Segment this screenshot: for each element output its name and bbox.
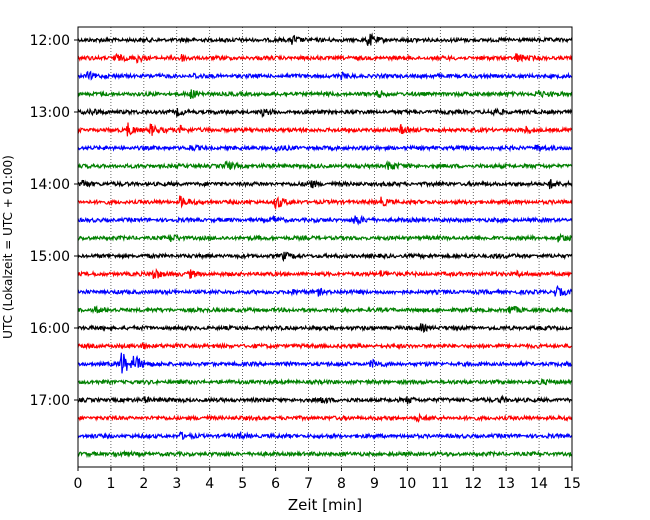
y-axis-label: UTC (Lokalzeit = UTC + 01:00) bbox=[1, 155, 15, 339]
x-tick-label: 14 bbox=[530, 476, 548, 492]
x-tick-label: 13 bbox=[497, 476, 515, 492]
y-tick-label: 16:00 bbox=[30, 321, 70, 337]
x-tick-label: 0 bbox=[74, 476, 83, 492]
trace-1515 bbox=[77, 267, 573, 279]
x-tick-label: 7 bbox=[304, 476, 313, 492]
y-tick-label: 15:00 bbox=[30, 249, 70, 265]
trace-1315 bbox=[77, 122, 573, 137]
trace-1545 bbox=[77, 305, 573, 314]
trace-1300 bbox=[77, 107, 573, 119]
x-tick-label: 6 bbox=[271, 476, 280, 492]
seismic-traces bbox=[77, 32, 573, 459]
x-tick-label: 9 bbox=[370, 476, 379, 492]
trace-1400 bbox=[77, 179, 573, 190]
x-tick-label: 11 bbox=[431, 476, 449, 492]
trace-1330 bbox=[77, 143, 573, 153]
trace-1445 bbox=[77, 232, 573, 243]
trace-1715 bbox=[77, 412, 573, 423]
trace-1630 bbox=[77, 352, 573, 374]
trace-1415 bbox=[77, 195, 573, 210]
trace-1215 bbox=[77, 52, 573, 64]
trace-1730 bbox=[77, 430, 573, 441]
y-tick-label: 14:00 bbox=[30, 177, 70, 193]
x-axis-ticks: 0 1 2 3 4 5 6 7 8 9 10 11 12 13 14 15 bbox=[74, 467, 581, 492]
y-tick-label: 12:00 bbox=[30, 33, 70, 49]
plot-frame bbox=[77, 26, 573, 468]
x-tick-label: 15 bbox=[563, 476, 581, 492]
trace-1600 bbox=[77, 323, 573, 334]
x-axis-label: Zeit [min] bbox=[288, 496, 362, 514]
trace-1645 bbox=[77, 377, 573, 387]
x-tick-label: 5 bbox=[238, 476, 247, 492]
trace-1230 bbox=[77, 70, 573, 81]
trace-1245 bbox=[77, 89, 573, 100]
x-tick-label: 12 bbox=[464, 476, 482, 492]
plot-background bbox=[78, 27, 572, 467]
trace-1745 bbox=[77, 449, 573, 459]
trace-1200 bbox=[77, 32, 573, 46]
x-tick-label: 1 bbox=[106, 476, 115, 492]
trace-1345 bbox=[77, 159, 573, 171]
x-tick-label: 8 bbox=[337, 476, 346, 492]
y-axis-ticks: 12:00 13:00 14:00 15:00 16:00 17:00 bbox=[30, 33, 78, 409]
y-tick-label: 13:00 bbox=[30, 105, 70, 121]
trace-1700 bbox=[77, 394, 573, 405]
x-tick-label: 3 bbox=[172, 476, 181, 492]
x-tick-label: 4 bbox=[205, 476, 214, 492]
trace-1430 bbox=[77, 214, 573, 226]
y-tick-label: 17:00 bbox=[30, 393, 70, 409]
trace-1530 bbox=[77, 284, 573, 297]
x-tick-label: 10 bbox=[398, 476, 416, 492]
x-tick-label: 2 bbox=[139, 476, 148, 492]
trace-1615 bbox=[77, 341, 573, 351]
trace-1500 bbox=[77, 251, 573, 263]
